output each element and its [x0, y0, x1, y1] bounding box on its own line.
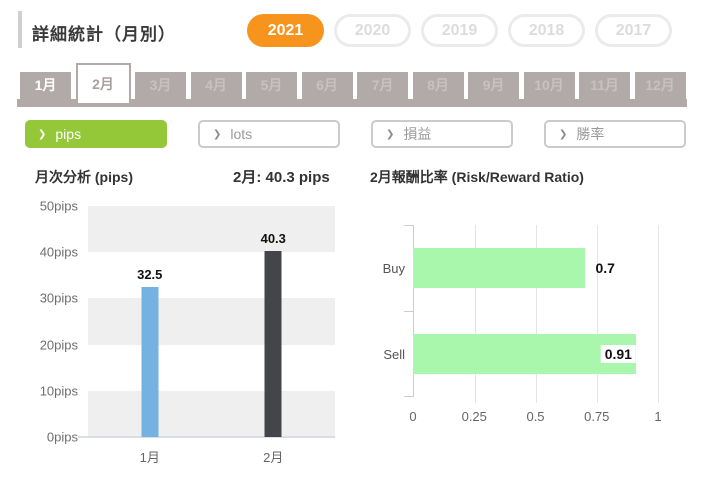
category-tick	[404, 225, 414, 226]
tab-month-5[interactable]: 5月	[246, 72, 297, 99]
tab-month-1[interactable]: 1月	[20, 72, 71, 99]
x-category-label: 1月	[139, 450, 160, 465]
month-tabs-bar	[17, 99, 687, 107]
tab-month-7[interactable]: 7月	[357, 72, 408, 99]
year-pill-2020[interactable]: 2020	[334, 14, 411, 47]
rr-chart-title: 2月報酬比率 (Risk/Reward Ratio)	[370, 169, 584, 185]
grid-line	[597, 225, 598, 403]
y-tick-label: 10pips	[39, 383, 78, 399]
bar-row-sell: 0.91	[413, 311, 658, 397]
bar-column-jan: 32.5	[88, 206, 212, 437]
monthly-y-axis: 50pips 40pips 30pips 20pips 10pips 0pips	[20, 199, 78, 445]
tab-month-2[interactable]: 2月	[75, 63, 131, 103]
tab-month-11[interactable]: 11月	[579, 72, 630, 99]
monthly-bar-chart: 50pips 40pips 30pips 20pips 10pips 0pips…	[20, 199, 345, 466]
vbar	[141, 286, 159, 437]
tab-month-3[interactable]: 3月	[135, 72, 186, 99]
tab-month-10[interactable]: 10月	[523, 72, 575, 99]
y-tick-label: 40pips	[39, 244, 78, 260]
chevron-right-icon: ❯	[38, 128, 47, 140]
grid-band	[88, 390, 335, 437]
y-tick-label: 0pips	[46, 429, 78, 445]
grid-band	[88, 252, 335, 299]
rr-xtick: 0	[409, 409, 417, 424]
chevron-right-icon: ❯	[213, 128, 222, 140]
rr-plot-area	[404, 225, 659, 403]
filter-pips[interactable]: ❯ pips	[25, 120, 167, 148]
monthly-plot-area	[88, 206, 335, 437]
filter-label: 勝率	[576, 126, 605, 142]
category-tick	[404, 311, 414, 312]
filter-win-rate[interactable]: ❯ 勝率	[544, 120, 686, 148]
bar-row-buy: 0.7	[413, 225, 658, 311]
grid-line	[475, 225, 476, 403]
monthly-x-labels: 1月 2月	[88, 447, 335, 466]
metric-filters: ❯ pips ❯ lots ❯ 損益 ❯ 勝率	[25, 120, 686, 148]
rr-category-labels: Buy Sell	[363, 225, 405, 397]
filter-label: lots	[230, 126, 253, 142]
grid-line	[658, 225, 659, 403]
rr-bar-chart: Buy Sell 0.7 0.91 0 0.25 0.5 0.75 1	[363, 225, 700, 435]
y-tick-label: 20pips	[39, 337, 78, 353]
category-label-sell: Sell	[383, 346, 405, 362]
vbar	[264, 250, 282, 437]
category-tick	[404, 396, 414, 397]
filter-label: 損益	[403, 126, 432, 142]
rr-xtick: 0.5	[526, 409, 545, 424]
rr-xtick: 0.75	[584, 409, 610, 424]
year-pill-2017[interactable]: 2017	[595, 14, 672, 47]
rr-xtick: 1	[654, 409, 662, 424]
page-title: 詳細統計（月別）	[32, 25, 176, 44]
y-tick-label: 50pips	[39, 198, 78, 214]
month-tabs: 1月 2月 3月 4月 5月 6月 7月 8月 9月 10月 11月 12月	[17, 63, 687, 107]
monthly-chart-title: 月次分析 (pips)	[35, 169, 133, 185]
year-pill-2019[interactable]: 2019	[421, 14, 498, 47]
filter-label: pips	[55, 126, 82, 142]
filter-lots[interactable]: ❯ lots	[198, 120, 340, 148]
rr-bars: 0.7 0.91	[413, 225, 658, 397]
chevron-right-icon: ❯	[386, 128, 395, 140]
bar-column-feb: 40.3	[212, 206, 336, 437]
grid-band	[88, 344, 335, 391]
tab-month-6[interactable]: 6月	[301, 72, 353, 99]
month-tabs-row: 1月 2月 3月 4月 5月 6月 7月 8月 9月 10月 11月 12月	[20, 63, 686, 107]
bar-value-label: 40.3	[260, 230, 286, 246]
grid-band	[88, 298, 335, 345]
year-pill-2018[interactable]: 2018	[508, 14, 585, 47]
chevron-right-icon: ❯	[559, 128, 568, 140]
year-selector: 2021 2020 2019 2018 2017	[247, 14, 672, 47]
tab-month-8[interactable]: 8月	[412, 72, 464, 99]
year-pill-2021[interactable]: 2021	[247, 14, 324, 47]
rr-x-axis: 0 0.25 0.5 0.75 1	[409, 409, 662, 429]
tab-month-12[interactable]: 12月	[634, 72, 686, 99]
grid-line	[536, 225, 537, 403]
monthly-bars: 32.5 40.3	[88, 206, 335, 437]
bar-value-label: 0.91	[600, 345, 636, 363]
bar-value-label: 32.5	[137, 266, 163, 282]
monthly-chart-subtitle: 2月: 40.3 pips	[233, 169, 330, 186]
bar-value-label: 0.7	[595, 260, 615, 276]
grid-band	[88, 206, 335, 253]
monthly-x-axis-line	[78, 436, 335, 438]
filter-profit-loss[interactable]: ❯ 損益	[371, 120, 513, 148]
hbar	[413, 334, 636, 374]
category-label-buy: Buy	[382, 260, 405, 276]
rr-xtick: 0.25	[461, 409, 487, 424]
hbar	[413, 248, 585, 288]
tab-month-4[interactable]: 4月	[190, 72, 242, 99]
x-category-label: 2月	[263, 450, 284, 465]
y-tick-label: 30pips	[39, 290, 78, 306]
tab-month-9[interactable]: 9月	[468, 72, 519, 99]
title-left-rule	[18, 11, 22, 48]
